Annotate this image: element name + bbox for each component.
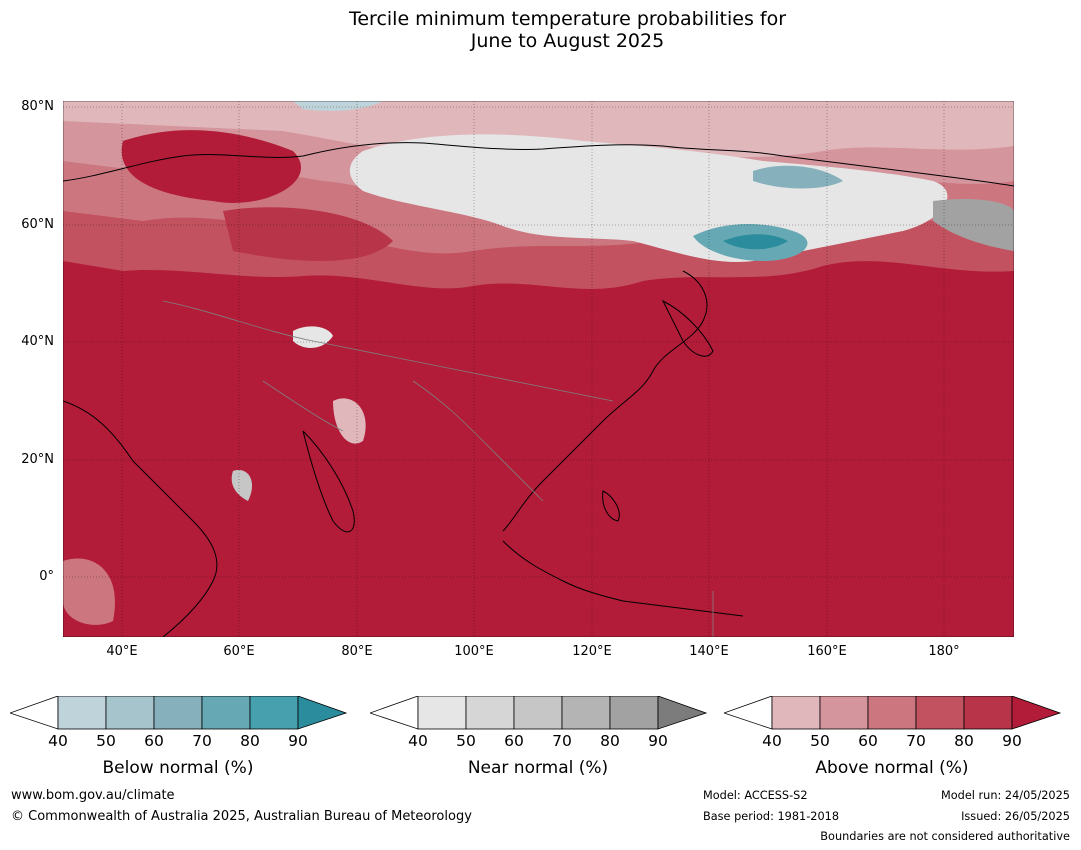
lat-label-80n: 80°N bbox=[21, 99, 54, 114]
website-link[interactable]: www.bom.gov.au/climate bbox=[11, 788, 175, 803]
above-normal-tick: 80 bbox=[954, 732, 974, 750]
near-normal-tick: 90 bbox=[648, 732, 668, 750]
below-normal-tick: 60 bbox=[144, 732, 164, 750]
below-normal-90-region bbox=[723, 234, 788, 250]
model-text: Model: ACCESS-S2 bbox=[703, 789, 808, 802]
colorbar-segment bbox=[771, 696, 821, 730]
above-normal-colorbar bbox=[724, 696, 1062, 730]
above-normal-colorbar-under bbox=[724, 696, 773, 730]
below-normal-tick: 40 bbox=[48, 732, 68, 750]
lat-label-40n: 40°N bbox=[21, 334, 54, 349]
below-normal-label: Below normal (%) bbox=[102, 758, 254, 778]
colorbar-segment bbox=[915, 696, 965, 730]
above-normal-tick: 60 bbox=[858, 732, 878, 750]
above-normal-80-region bbox=[223, 207, 393, 261]
graticule bbox=[63, 101, 1014, 637]
colorbar-segment bbox=[819, 696, 869, 730]
colorbar-segment bbox=[57, 696, 107, 730]
below-normal-east-region bbox=[753, 165, 843, 189]
above-normal-40-region bbox=[63, 101, 1014, 159]
coastlines bbox=[63, 142, 1014, 637]
colorbar-segment bbox=[201, 696, 251, 730]
colorbar-segment bbox=[249, 696, 299, 730]
above-normal-tick: 70 bbox=[906, 732, 926, 750]
map-title: Tercile minimum temperature probabilitie… bbox=[0, 8, 1081, 52]
above-normal-tick: 50 bbox=[810, 732, 830, 750]
near-normal-80-region bbox=[933, 199, 1014, 251]
near-normal-tick: 70 bbox=[552, 732, 572, 750]
colorbar-segment bbox=[561, 696, 611, 730]
below-normal-tick: 90 bbox=[288, 732, 308, 750]
lon-label-100e: 100°E bbox=[454, 644, 494, 659]
lon-label-40e: 40°E bbox=[106, 644, 138, 659]
near-normal-tick: 60 bbox=[504, 732, 524, 750]
above-normal-africa-patch bbox=[63, 558, 115, 625]
near-normal-tick: 40 bbox=[408, 732, 428, 750]
near-normal-tick: 50 bbox=[456, 732, 476, 750]
above-normal-90-north-region bbox=[121, 130, 302, 203]
colorbar-segment bbox=[465, 696, 515, 730]
below-normal-colorbar-over bbox=[297, 696, 348, 730]
lon-label-160e: 160°E bbox=[807, 644, 847, 659]
title-line-2: June to August 2025 bbox=[470, 30, 665, 52]
near-normal-tick: 80 bbox=[600, 732, 620, 750]
colorbar-segment bbox=[609, 696, 659, 730]
near-normal-colorbar bbox=[370, 696, 708, 730]
colorbar-segment bbox=[153, 696, 203, 730]
base-period-text: Base period: 1981-2018 bbox=[703, 810, 840, 823]
lat-label-20n: 20°N bbox=[21, 452, 54, 467]
below-normal-tick: 70 bbox=[192, 732, 212, 750]
colorbar-segment bbox=[105, 696, 155, 730]
lon-label-180: 180° bbox=[928, 644, 960, 659]
above-normal-india-patch bbox=[333, 398, 366, 444]
country-borders bbox=[162, 300, 714, 637]
below-normal-tick: 80 bbox=[240, 732, 260, 750]
lon-label-140e: 140°E bbox=[689, 644, 729, 659]
colorbar-segment bbox=[867, 696, 917, 730]
below-normal-tick: 50 bbox=[96, 732, 116, 750]
colorbar-segment bbox=[513, 696, 563, 730]
lat-label-60n: 60°N bbox=[21, 217, 54, 232]
lon-label-80e: 80°E bbox=[341, 644, 373, 659]
near-normal-central-asia-region bbox=[293, 326, 333, 348]
colorbar-segment bbox=[417, 696, 467, 730]
title-line-1: Tercile minimum temperature probabilitie… bbox=[348, 8, 787, 30]
above-normal-colorbar-over bbox=[1011, 696, 1062, 730]
model-run-text: Model run: 24/05/2025 bbox=[941, 789, 1070, 802]
above-normal-label: Above normal (%) bbox=[815, 758, 969, 778]
above-normal-tick: 90 bbox=[1002, 732, 1022, 750]
near-normal-label: Near normal (%) bbox=[467, 758, 609, 778]
lon-label-120e: 120°E bbox=[572, 644, 612, 659]
near-normal-colorbar-over bbox=[657, 696, 708, 730]
near-normal-colorbar-under bbox=[370, 696, 419, 730]
above-normal-tick: 40 bbox=[762, 732, 782, 750]
disclaimer-text: Boundaries are not considered authoritat… bbox=[820, 830, 1070, 843]
lat-label-0: 0° bbox=[39, 569, 54, 584]
near-normal-arabian-sea-patch bbox=[231, 470, 253, 501]
below-normal-colorbar bbox=[10, 696, 348, 730]
colorbar-segment bbox=[963, 696, 1013, 730]
copyright-text: © Commonwealth of Australia 2025, Austra… bbox=[11, 809, 472, 824]
below-normal-arctic-region bbox=[293, 101, 383, 111]
lon-label-60e: 60°E bbox=[223, 644, 255, 659]
below-normal-colorbar-under bbox=[10, 696, 59, 730]
probability-map bbox=[63, 101, 1014, 637]
issued-text: Issued: 26/05/2025 bbox=[961, 810, 1070, 823]
